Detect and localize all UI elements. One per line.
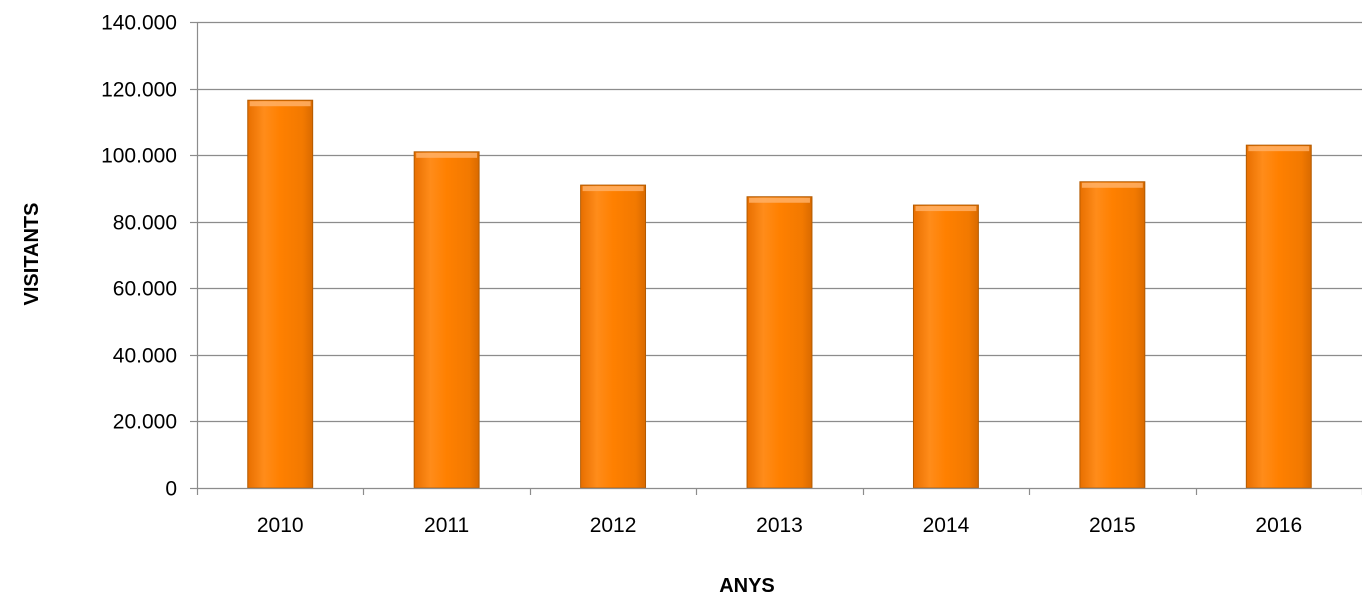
bar-2010: [247, 99, 314, 489]
y-tick-label: 60.000: [113, 278, 177, 301]
x-tick-label: 2013: [756, 514, 803, 537]
x-tick-label: 2011: [424, 514, 469, 537]
x-tick-label: 2016: [1255, 514, 1302, 537]
x-tick-label: 2012: [590, 514, 637, 537]
bar-top-highlight: [249, 101, 311, 107]
bar-top-highlight: [582, 186, 644, 192]
bar-top-highlight: [1081, 182, 1143, 188]
bar-2016: [1245, 144, 1312, 489]
tick-labels: 0 20.000 40.000 60.000 80.000 100.000 120.000 1…: [101, 12, 1302, 538]
bars: [247, 99, 1312, 489]
bar-top-highlight: [915, 206, 977, 212]
bar-2012: [580, 184, 647, 489]
bar-2011: [413, 151, 480, 489]
bar-2014: [912, 204, 979, 489]
y-tick-label: 20.000: [113, 411, 177, 434]
x-tick-label: 2010: [257, 514, 304, 537]
bar-top-highlight: [749, 197, 810, 203]
x-tick-label: 2014: [923, 514, 970, 537]
y-tick-label: 100.000: [101, 145, 177, 168]
y-tick-label: 120.000: [101, 79, 177, 102]
x-tick-label: 2015: [1089, 514, 1136, 537]
bar-top-highlight: [416, 152, 478, 158]
bar-top-highlight: [1248, 146, 1310, 152]
bar-2013: [746, 196, 813, 489]
axes: [190, 21, 1362, 495]
bar-2015: [1079, 181, 1146, 489]
y-tick-label: 40.000: [113, 345, 177, 368]
y-axis-title: VISITANTS: [21, 203, 43, 306]
x-axis-title: ANYS: [719, 575, 775, 596]
y-tick-label: 0: [165, 478, 177, 501]
y-tick-label: 140.000: [101, 12, 177, 35]
y-tick-label: 80.000: [113, 212, 177, 235]
